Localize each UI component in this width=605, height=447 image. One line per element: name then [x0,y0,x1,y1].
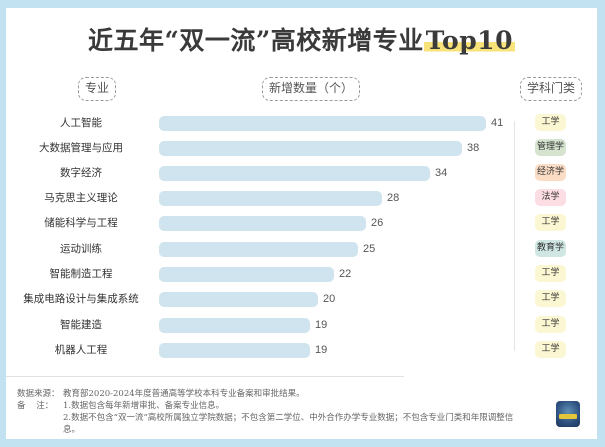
category-badge: 管理学 [535,139,566,156]
publisher-logo-icon [556,401,580,427]
bar [159,141,462,156]
bar [159,267,334,282]
bar-row: 马克思主义理论 28 法学 [6,189,597,207]
note-label: 备 注： [17,401,54,411]
logo-band [559,414,577,419]
title-highlight: Top10 [423,26,515,55]
bar [159,318,310,333]
header-category: 学科门类 [520,77,583,101]
major-label: 人工智能 [60,117,102,129]
note-2: 2.数据不包含“双一流”高校所属独立学院数据；不包含第二学位、中外合作办学专业数… [63,413,514,435]
bar-row: 机器人工程 19 工学 [6,341,597,359]
category-badge: 工学 [535,341,566,358]
bar [159,216,366,231]
major-label: 机器人工程 [54,344,108,356]
bar-value: 41 [491,117,504,129]
bar-value: 22 [339,268,352,280]
category-badge: 工学 [535,290,566,307]
bar [159,166,430,181]
bar-value: 28 [387,192,400,204]
category-badge: 工学 [535,265,566,282]
major-label: 运动训练 [60,243,102,255]
bar-value: 34 [435,167,448,179]
category-badge: 工学 [535,214,566,231]
bar-row: 智能制造工程 22 工学 [6,265,597,283]
category-badge: 工学 [535,114,566,131]
chart-title: 近五年“双一流”高校新增专业Top10 [6,24,597,58]
bar-row: 人工智能 41 工学 [6,114,597,132]
major-label: 储能科学与工程 [44,217,118,229]
bar-value: 25 [363,243,376,255]
bar-row: 集成电路设计与集成系统 20 工学 [6,290,597,308]
bar [159,191,382,206]
major-label: 马克思主义理论 [44,192,118,204]
major-label: 大数据管理与应用 [39,142,123,154]
bar-value: 38 [467,142,480,154]
note-1: 1.数据包含每年新增审批、备案专业信息。 [63,401,225,411]
bar-value: 26 [371,217,384,229]
major-label: 智能制造工程 [49,268,113,280]
category-badge: 经济学 [535,164,566,181]
source-text: 教育部2020-2024年度普通高等学校本科专业备案和审批结果。 [63,389,305,399]
major-label: 集成电路设计与集成系统 [23,293,139,305]
bar [159,242,358,257]
column-divider [514,121,515,351]
bar-row: 储能科学与工程 26 工学 [6,214,597,232]
bar-row: 大数据管理与应用 38 管理学 [6,139,597,157]
footer-notes: 数据来源： 教育部2020-2024年度普通高等学校本科专业备案和审批结果。 备… [17,388,517,436]
bar [159,292,318,307]
bar [159,343,310,358]
footer-separator [6,376,404,377]
bar-value: 19 [315,319,328,331]
header-major: 专业 [78,77,117,101]
infographic-card: 近五年“双一流”高校新增专业Top10 专业 新增数量（个） 学科门类 人工智能… [6,8,597,439]
header-count: 新增数量（个） [262,77,361,101]
bar-row: 数字经济 34 经济学 [6,164,597,182]
category-badge: 法学 [535,189,566,206]
title-main: 近五年“双一流”高校新增专业 [88,26,424,55]
bar [159,116,486,131]
bar-value: 20 [323,293,336,305]
major-label: 智能建造 [60,319,102,331]
bar-row: 运动训练 25 教育学 [6,240,597,258]
source-label: 数据来源： [17,389,60,399]
bar-value: 19 [315,344,328,356]
bar-row: 智能建造 19 工学 [6,316,597,334]
category-badge: 教育学 [535,240,566,257]
category-badge: 工学 [535,316,566,333]
major-label: 数字经济 [60,167,102,179]
